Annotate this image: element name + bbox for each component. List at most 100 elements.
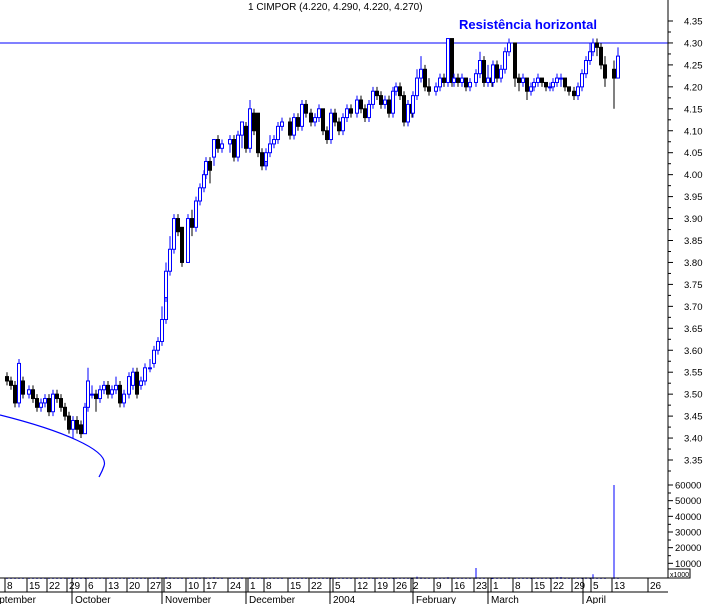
candle-body bbox=[114, 384, 118, 391]
price-tick-label: 4.30 bbox=[684, 38, 703, 49]
candle-body bbox=[507, 42, 511, 53]
candle-body bbox=[580, 73, 584, 88]
week-tick-label: 17 bbox=[206, 581, 218, 592]
candle-body bbox=[329, 112, 333, 141]
candle-body bbox=[67, 415, 71, 430]
chart-title: 1 CIMPOR (4.220, 4.290, 4.220, 4.270) bbox=[248, 2, 423, 13]
candle-body bbox=[198, 187, 202, 202]
candle-body bbox=[503, 51, 507, 70]
candle-body bbox=[383, 99, 387, 105]
candle-body bbox=[9, 380, 13, 386]
candle-body bbox=[567, 86, 571, 92]
candle-body bbox=[367, 103, 371, 119]
price-tick-label: 4.10 bbox=[684, 126, 703, 137]
candle-body bbox=[31, 389, 35, 400]
candle-body bbox=[268, 143, 272, 154]
price-tick-label: 3.50 bbox=[684, 390, 703, 401]
candle-body bbox=[456, 77, 460, 83]
price-tick-label: 3.45 bbox=[684, 412, 703, 423]
candle-body bbox=[208, 160, 212, 171]
candle-body bbox=[491, 64, 495, 83]
candle-body bbox=[325, 130, 329, 141]
candle-body bbox=[59, 398, 63, 408]
candle-body bbox=[131, 371, 135, 386]
candle-body bbox=[75, 419, 79, 430]
candle-body bbox=[349, 108, 353, 114]
candle-body bbox=[359, 99, 363, 110]
candle-body bbox=[452, 77, 456, 83]
candle-body bbox=[160, 319, 164, 342]
candle-body bbox=[248, 108, 252, 149]
candle-body bbox=[442, 77, 446, 83]
candle-body bbox=[394, 86, 398, 92]
candle-body bbox=[110, 389, 114, 395]
candle-body bbox=[402, 95, 406, 123]
candle-body bbox=[47, 398, 51, 413]
candle-body bbox=[240, 121, 244, 136]
volume-tick-label: 60000 bbox=[675, 481, 701, 492]
week-tick-label: 5 bbox=[593, 581, 599, 592]
candle-body bbox=[391, 90, 395, 114]
candle-body bbox=[482, 60, 486, 83]
candle-body bbox=[345, 108, 349, 119]
candle-body bbox=[252, 112, 256, 132]
candle-body bbox=[83, 406, 87, 435]
candle-body bbox=[337, 121, 341, 132]
candle-body bbox=[172, 218, 176, 250]
candle-body bbox=[260, 152, 264, 167]
candle-body bbox=[264, 152, 268, 162]
volume-tick-label: 30000 bbox=[675, 528, 701, 539]
candle-body bbox=[521, 77, 525, 83]
candle-body bbox=[118, 384, 122, 404]
month-label: November bbox=[165, 595, 212, 604]
candle-body bbox=[513, 42, 517, 79]
week-tick-label: 23 bbox=[476, 581, 488, 592]
week-tick-label: 15 bbox=[290, 581, 302, 592]
price-tick-label: 3.55 bbox=[684, 368, 703, 379]
candle-body bbox=[411, 95, 415, 114]
candle-body bbox=[551, 81, 555, 88]
candle-body bbox=[427, 86, 431, 92]
week-tick-label: 6 bbox=[88, 581, 94, 592]
candle-body bbox=[244, 125, 248, 149]
candle-body bbox=[499, 68, 503, 79]
price-tick-label: 3.80 bbox=[684, 258, 703, 269]
week-tick-label: 10 bbox=[188, 581, 200, 592]
candle-body bbox=[415, 77, 419, 97]
candle-body bbox=[300, 103, 304, 127]
candle-body bbox=[591, 42, 595, 53]
price-tick-label: 3.85 bbox=[684, 236, 703, 247]
candle-body bbox=[599, 46, 603, 66]
month-label: March bbox=[491, 595, 519, 604]
candle-body bbox=[309, 112, 313, 123]
volume-tick-label: 20000 bbox=[675, 543, 701, 554]
week-tick-label: 29 bbox=[574, 581, 586, 592]
candle-body bbox=[220, 143, 224, 149]
candle-body bbox=[304, 103, 308, 114]
week-tick-label: 8 bbox=[266, 581, 272, 592]
candle-body bbox=[168, 248, 172, 272]
candle-body bbox=[143, 367, 147, 382]
candle-body bbox=[616, 55, 620, 79]
price-tick-label: 3.75 bbox=[684, 280, 703, 291]
candle-body bbox=[317, 108, 321, 119]
candle-body bbox=[5, 376, 9, 382]
candle-body bbox=[438, 77, 442, 88]
candle-body bbox=[148, 367, 152, 370]
month-label: 2004 bbox=[333, 595, 356, 604]
candle-body bbox=[292, 117, 296, 136]
price-tick-label: 3.60 bbox=[684, 346, 703, 357]
candle-body bbox=[478, 60, 482, 75]
candle-body bbox=[79, 424, 83, 435]
candle-body bbox=[86, 380, 90, 408]
candle-body bbox=[559, 77, 563, 80]
candle-body bbox=[90, 393, 94, 396]
candle-body bbox=[55, 393, 59, 400]
candle-body bbox=[419, 68, 423, 79]
month-label: February bbox=[416, 595, 456, 604]
candle-body bbox=[190, 218, 194, 228]
candle-body bbox=[423, 68, 427, 88]
candle-body bbox=[21, 380, 25, 395]
candle-body bbox=[341, 117, 345, 132]
candle-body bbox=[204, 160, 208, 176]
